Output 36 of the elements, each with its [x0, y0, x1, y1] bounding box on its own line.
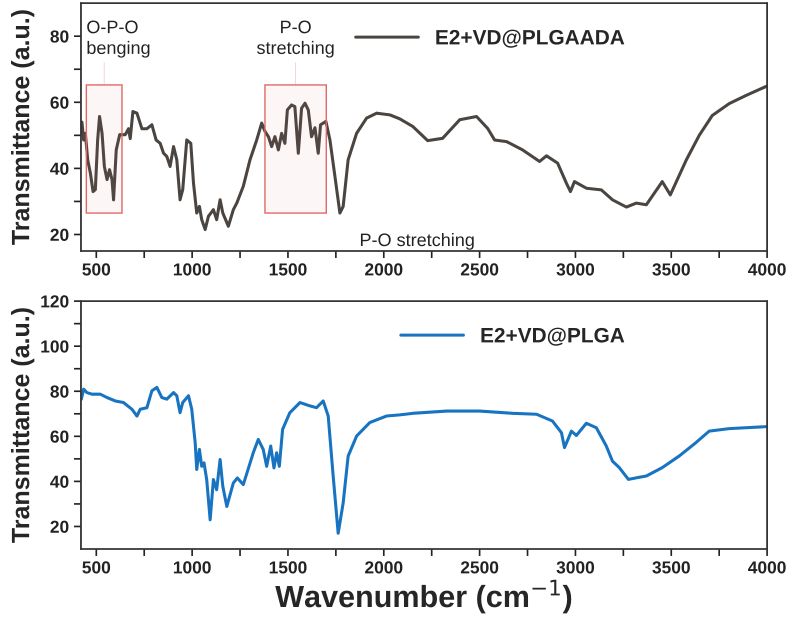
y-tick-label: 20: [50, 520, 68, 533]
line-series: [80, 84, 768, 232]
y-tick-label: 80: [50, 385, 68, 398]
x-tick-label: 1000: [174, 263, 211, 276]
y-tick-label: 60: [50, 96, 68, 109]
y-tick-label: 80: [50, 30, 68, 43]
band-label: P-O stretching: [256, 20, 334, 58]
x-tick-label: 1500: [270, 263, 307, 276]
x-tick-label: 500: [82, 263, 110, 276]
x-tick-label: 1000: [174, 561, 211, 574]
x-tick-label: 2000: [365, 561, 402, 574]
x-tick-label: 3500: [652, 263, 690, 276]
x-tick-label: 500: [82, 561, 110, 574]
y-axis-title: Transmittance (a.u.): [11, 308, 34, 543]
x-tick-label: 3000: [556, 263, 594, 276]
x-tick-label: 1500: [270, 561, 307, 574]
y-axis-title: Transmittance (a.u.): [11, 10, 34, 245]
annotation: P-O stretching: [360, 232, 474, 250]
y-tick-label: 40: [50, 476, 68, 488]
line-series: [80, 386, 768, 535]
y-tick-label: 120: [41, 295, 68, 308]
band-label: O-P-O benging: [87, 20, 150, 58]
y-tick-label: 60: [50, 430, 68, 443]
x-tick-label: 2500: [460, 561, 498, 574]
y-tick-label: 40: [50, 162, 68, 175]
y-tick-label: 20: [50, 228, 68, 241]
legend-label: E2+VD@PLGA: [481, 328, 624, 346]
x-tick-label: 3500: [652, 561, 690, 574]
x-tick-label: 4000: [748, 561, 786, 574]
legend-label: E2+VD@PLGAADA: [436, 30, 624, 48]
x-tick-label: 2000: [365, 263, 402, 276]
y-tick-label: 100: [41, 340, 68, 353]
x-tick-label: 4000: [748, 263, 786, 276]
x-tick-label: 2500: [460, 263, 498, 276]
x-axis-title: Wavenumber (cm$^{−1}$): [275, 580, 572, 614]
x-tick-label: 3000: [556, 561, 594, 574]
